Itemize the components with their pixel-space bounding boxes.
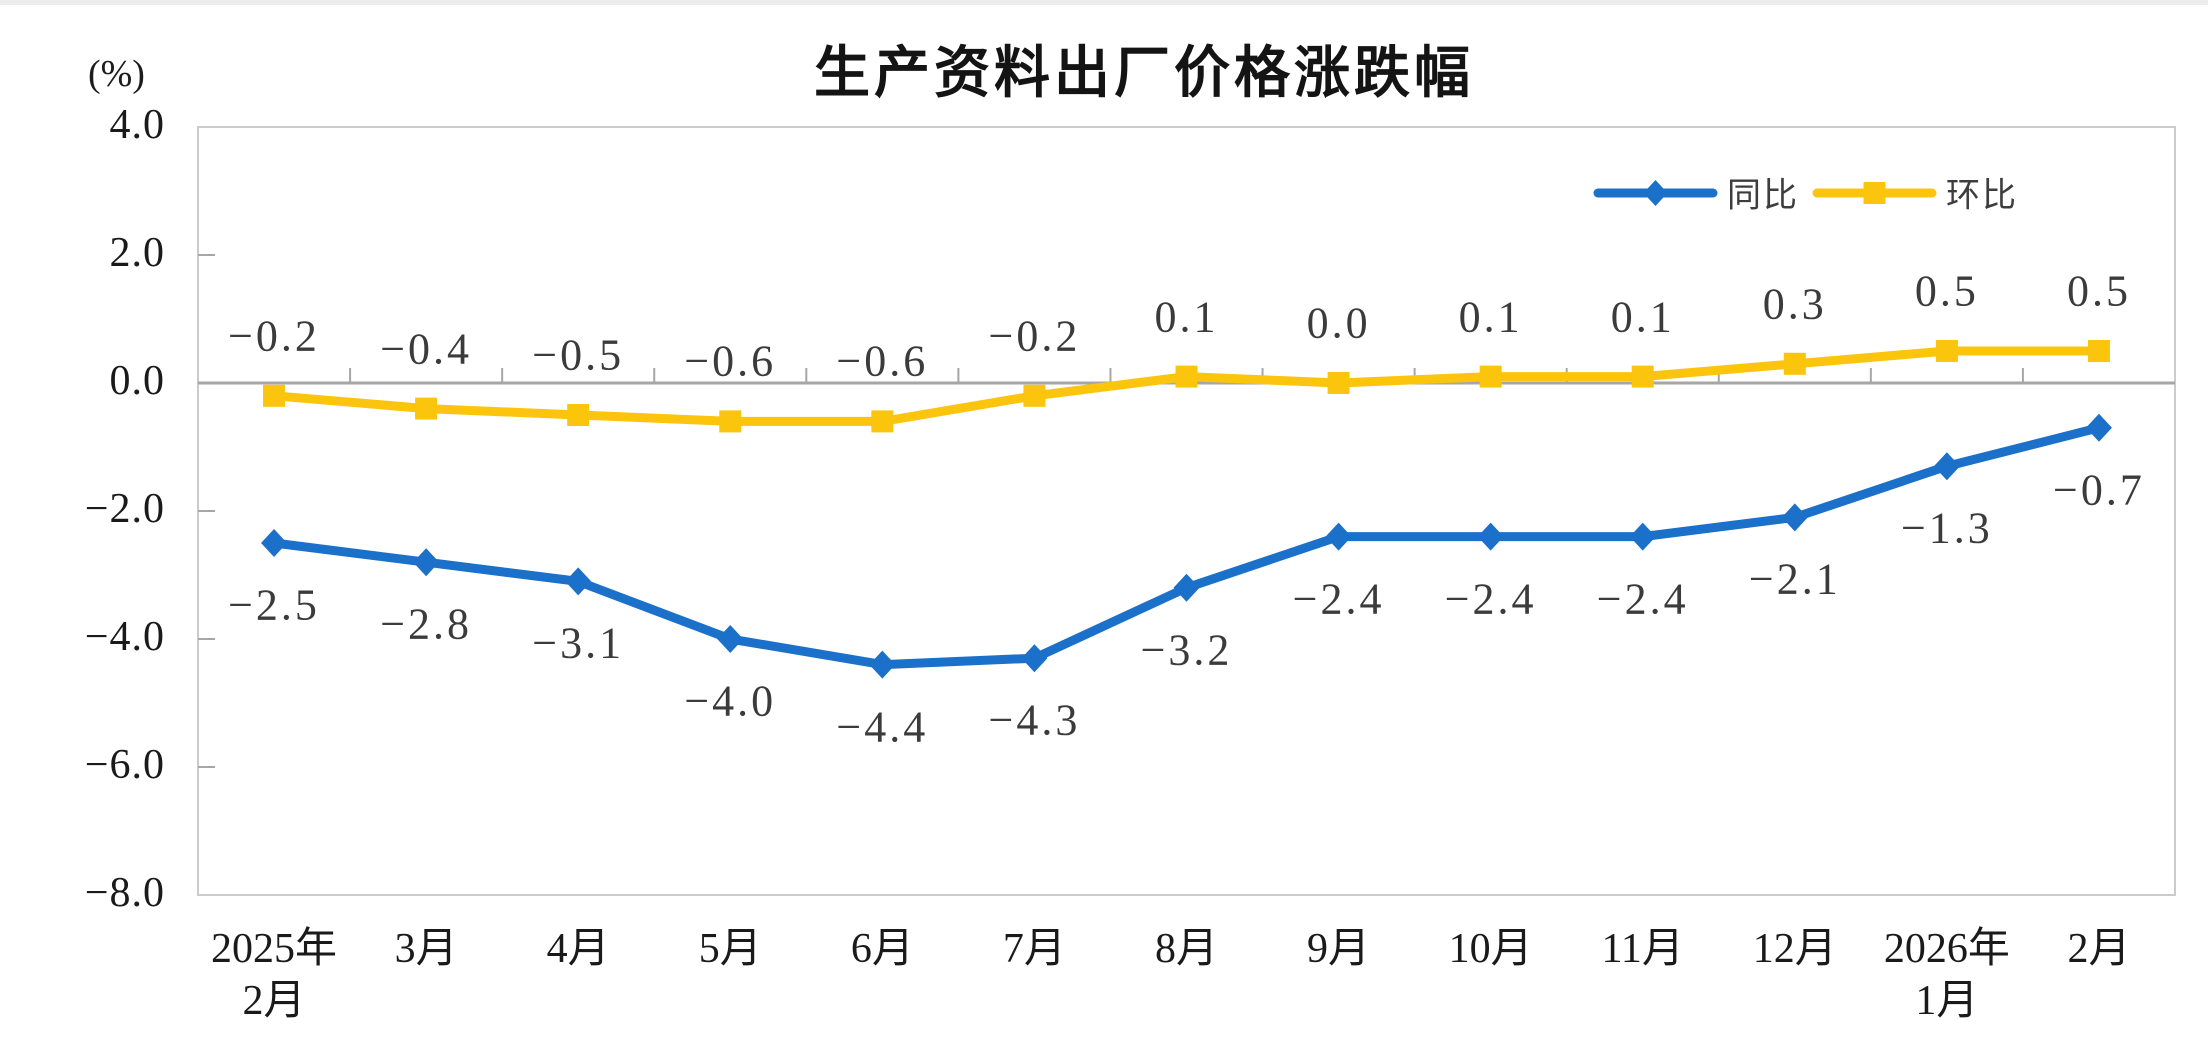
y-tick-label: 2.0 bbox=[109, 230, 165, 277]
data-label: −1.3 bbox=[1900, 503, 1993, 553]
x-tick-label: 9月 bbox=[1307, 926, 1371, 972]
data-label: −0.6 bbox=[836, 336, 929, 386]
x-tick-label: 4月 bbox=[546, 926, 610, 972]
marker-diamond bbox=[1781, 503, 1808, 532]
x-tick-label: 5月 bbox=[698, 926, 762, 972]
marker-square bbox=[1175, 365, 1198, 388]
marker-diamond bbox=[1629, 522, 1656, 551]
data-label: −0.4 bbox=[380, 324, 473, 374]
marker-square bbox=[1023, 384, 1046, 407]
data-label: −3.1 bbox=[532, 618, 625, 668]
marker-square bbox=[871, 410, 894, 433]
data-label: −2.4 bbox=[1596, 574, 1689, 624]
marker-square bbox=[415, 397, 438, 420]
x-tick-label: 7月 bbox=[1002, 926, 1066, 972]
marker-diamond bbox=[565, 567, 592, 596]
marker-diamond bbox=[1021, 644, 1048, 673]
data-label: 0.5 bbox=[2066, 266, 2131, 316]
data-label: 0.1 bbox=[1154, 292, 1219, 342]
data-label: −0.6 bbox=[684, 336, 777, 386]
legend-diamond-icon bbox=[1643, 180, 1668, 206]
y-tick-label: −6.0 bbox=[84, 742, 165, 789]
data-label: −2.5 bbox=[228, 580, 320, 630]
data-label: −2.4 bbox=[1444, 574, 1537, 624]
data-label: −0.2 bbox=[228, 311, 320, 361]
x-tick-label: 12月 bbox=[1752, 926, 1837, 972]
marker-square bbox=[719, 410, 742, 433]
marker-square bbox=[1935, 340, 1958, 362]
x-tick-label: 8月 bbox=[1154, 926, 1219, 972]
y-tick-label: −8.0 bbox=[84, 870, 165, 917]
data-label: −4.4 bbox=[836, 702, 929, 752]
top-border-line bbox=[0, 0, 2208, 5]
x-tick-label: 3月 bbox=[394, 926, 458, 972]
data-label: 0.1 bbox=[1458, 292, 1523, 342]
marker-square bbox=[1479, 365, 1502, 388]
x-tick-label: 6月 bbox=[850, 926, 914, 972]
y-tick-label: −2.0 bbox=[84, 486, 165, 533]
y-axis-unit-label: (%) bbox=[88, 53, 145, 95]
legend-label: 环比 bbox=[1946, 177, 2018, 215]
data-label: −4.0 bbox=[684, 676, 777, 726]
legend-square-icon bbox=[1863, 182, 1886, 204]
data-label: 0.3 bbox=[1762, 279, 1827, 329]
x-tick-label: 2月 bbox=[2067, 926, 2131, 972]
marker-square bbox=[567, 404, 590, 426]
marker-diamond bbox=[1173, 573, 1200, 602]
marker-diamond bbox=[413, 548, 440, 577]
marker-diamond bbox=[717, 625, 744, 653]
marker-diamond bbox=[261, 529, 288, 557]
marker-square bbox=[2087, 340, 2110, 362]
plot-border bbox=[197, 126, 2176, 896]
marker-square bbox=[263, 384, 286, 407]
data-label: 0.0 bbox=[1306, 298, 1371, 348]
x-tick-label: 11月 bbox=[1601, 926, 1684, 972]
chart-title: 生产资料出厂价格涨跌幅 bbox=[814, 41, 1474, 106]
data-label: 0.5 bbox=[1914, 266, 1979, 316]
x-tick-label: 2026年 1月 bbox=[1883, 926, 2010, 1024]
y-tick-label: 4.0 bbox=[109, 102, 165, 149]
y-tick-label: 0.0 bbox=[109, 358, 165, 405]
marker-diamond bbox=[1477, 522, 1504, 551]
y-tick-label: −4.0 bbox=[84, 614, 165, 661]
data-label: −0.7 bbox=[2053, 465, 2145, 515]
legend-label: 同比 bbox=[1727, 177, 1799, 215]
marker-square bbox=[1631, 365, 1654, 388]
marker-diamond bbox=[2085, 413, 2112, 442]
data-label: −2.8 bbox=[380, 599, 473, 649]
marker-diamond bbox=[1933, 452, 1960, 481]
x-tick-label: 10月 bbox=[1448, 926, 1533, 972]
marker-diamond bbox=[1325, 522, 1352, 551]
data-label: −0.2 bbox=[988, 311, 1081, 361]
data-label: −2.1 bbox=[1748, 554, 1841, 604]
data-label: −0.5 bbox=[532, 330, 625, 380]
data-label: −2.4 bbox=[1292, 574, 1385, 624]
data-label: 0.1 bbox=[1610, 292, 1675, 342]
marker-square bbox=[1327, 372, 1350, 394]
data-label: −3.2 bbox=[1140, 625, 1233, 675]
marker-square bbox=[1783, 352, 1806, 375]
x-tick-label: 2025年 2月 bbox=[211, 926, 338, 1024]
data-label: −4.3 bbox=[988, 695, 1081, 745]
marker-diamond bbox=[869, 650, 896, 679]
